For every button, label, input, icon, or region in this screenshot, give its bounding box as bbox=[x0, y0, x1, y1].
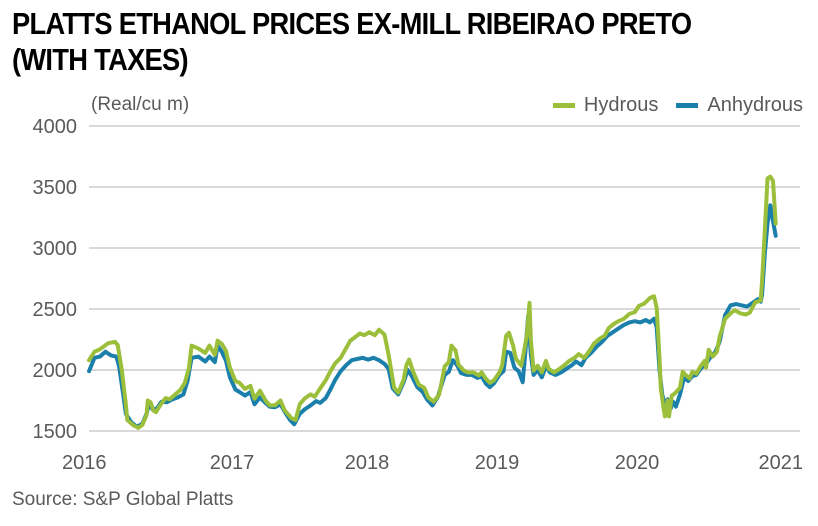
legend: Hydrous Anhydrous bbox=[535, 94, 803, 117]
x-tick-label: 2016 bbox=[62, 452, 107, 474]
legend-label-anhydrous: Anhydrous bbox=[707, 94, 803, 116]
source-note: Source: S&P Global Platts bbox=[12, 489, 234, 510]
chart-title: PLATTS ETHANOL PRICES EX-MILL RIBEIRAO P… bbox=[12, 6, 716, 78]
y-tick-label: 2500 bbox=[33, 299, 78, 321]
legend-swatch-anhydrous bbox=[676, 103, 699, 108]
chart-title-line-2: (WITH TAXES) bbox=[12, 42, 189, 77]
legend-label-hydrous: Hydrous bbox=[583, 94, 659, 116]
x-tick-label: 2020 bbox=[615, 452, 660, 474]
gridlines bbox=[89, 125, 800, 432]
y-tick-label: 2000 bbox=[33, 360, 78, 382]
x-tick-label: 2018 bbox=[345, 452, 390, 474]
series-lines bbox=[87, 174, 778, 430]
legend-swatch-hydrous bbox=[552, 103, 575, 108]
x-tick-label: 2021 bbox=[759, 452, 804, 474]
y-axis-unit-label: (Real/cu m) bbox=[91, 94, 190, 115]
x-tick-label: 2017 bbox=[210, 452, 255, 474]
legend-item-anhydrous: Anhydrous bbox=[676, 94, 803, 117]
legend-item-hydrous: Hydrous bbox=[552, 94, 659, 117]
y-tick-label: 3000 bbox=[33, 238, 78, 260]
y-tick-label: 4000 bbox=[33, 116, 78, 138]
y-axis-ticks: 1500 2000 2500 3000 3500 4000 bbox=[33, 116, 78, 443]
y-tick-label: 3500 bbox=[33, 177, 78, 199]
series-line-hydrous bbox=[87, 174, 778, 430]
x-axis-ticks: 2016 2017 2018 2019 2020 2021 bbox=[62, 452, 803, 474]
y-tick-label: 1500 bbox=[33, 421, 78, 443]
chart-title-line-1: PLATTS ETHANOL PRICES EX-MILL RIBEIRAO P… bbox=[12, 6, 692, 41]
x-tick-label: 2019 bbox=[475, 452, 520, 474]
